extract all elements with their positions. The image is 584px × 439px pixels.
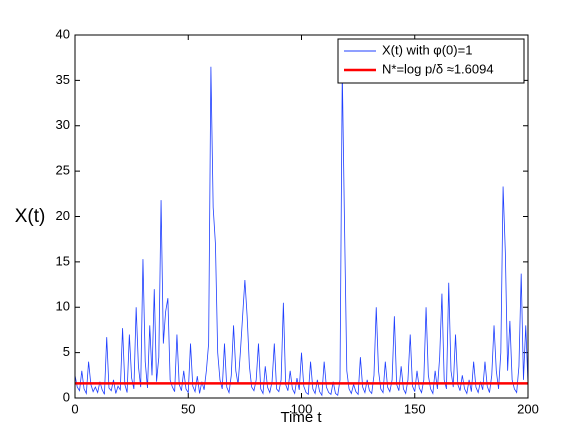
legend-label: N*=log p/δ ≈1.6094 bbox=[382, 61, 494, 76]
y-tick-label: 25 bbox=[56, 163, 70, 178]
x-tick-label: 100 bbox=[291, 401, 313, 416]
x-tick-label: 0 bbox=[71, 401, 78, 416]
x-tick-label: 150 bbox=[404, 401, 426, 416]
y-tick-label: 35 bbox=[56, 72, 70, 87]
y-tick-label: 15 bbox=[56, 253, 70, 268]
x-axis-label: Time t bbox=[280, 409, 322, 426]
legend-box bbox=[337, 38, 525, 84]
plot-frame bbox=[74, 34, 529, 399]
plot-area bbox=[75, 35, 528, 398]
y-axis-label: X(t) bbox=[15, 206, 46, 227]
x-tick-label: 50 bbox=[181, 401, 195, 416]
y-tick-label: 10 bbox=[56, 299, 70, 314]
y-tick-label: 40 bbox=[56, 26, 70, 41]
legend-label: X(t) with φ(0)=1 bbox=[382, 42, 472, 57]
y-tick-label: 0 bbox=[63, 389, 70, 404]
x-tick-label: 200 bbox=[517, 401, 539, 416]
series-line bbox=[74, 66, 529, 397]
y-tick-label: 20 bbox=[56, 208, 70, 223]
y-tick-label: 30 bbox=[56, 117, 70, 132]
y-tick-label: 5 bbox=[63, 344, 70, 359]
